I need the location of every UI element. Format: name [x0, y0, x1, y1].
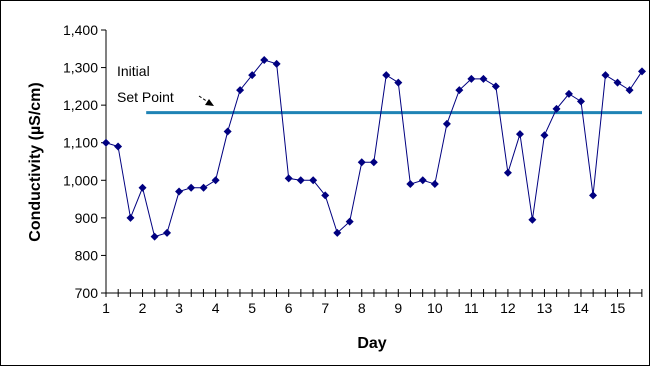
- x-tick-label: 6: [285, 300, 293, 316]
- set-point-label: Initial: [117, 63, 150, 79]
- data-point: [102, 138, 110, 147]
- data-point: [503, 168, 512, 177]
- x-tick-label: 8: [358, 300, 366, 316]
- set-point-label: Set Point: [117, 89, 174, 105]
- data-point: [284, 174, 293, 183]
- x-tick-label: 4: [212, 300, 220, 316]
- data-point: [309, 176, 318, 185]
- data-point: [223, 127, 232, 136]
- data-point: [613, 78, 622, 87]
- data-point: [455, 86, 464, 95]
- data-point: [114, 142, 123, 151]
- x-tick-label: 3: [175, 300, 183, 316]
- data-point: [211, 176, 220, 185]
- x-axis-title: Day: [357, 335, 386, 352]
- x-tick-label: 1: [102, 300, 110, 316]
- data-point: [199, 183, 208, 192]
- data-point: [418, 176, 427, 185]
- data-point: [479, 74, 488, 83]
- x-tick-label: 7: [321, 300, 329, 316]
- data-point: [260, 56, 269, 65]
- data-point: [430, 180, 439, 189]
- data-point: [345, 217, 354, 226]
- data-point: [163, 228, 172, 237]
- x-tick-label: 12: [500, 300, 516, 316]
- set-point-arrowhead: [205, 99, 214, 106]
- data-point: [272, 59, 281, 68]
- data-point: [442, 119, 451, 128]
- data-point: [138, 183, 147, 192]
- x-tick-label: 10: [427, 300, 443, 316]
- data-point: [236, 86, 245, 95]
- data-point: [175, 187, 184, 196]
- data-point: [540, 131, 549, 140]
- data-point: [638, 67, 646, 76]
- data-point: [369, 158, 378, 167]
- x-tick-label: 9: [394, 300, 402, 316]
- data-point: [321, 191, 330, 200]
- data-point: [248, 71, 257, 80]
- x-tick-label: 14: [573, 300, 589, 316]
- data-point: [625, 86, 634, 95]
- data-point: [406, 180, 415, 189]
- y-tick-label: 1,300: [63, 60, 98, 76]
- data-point: [187, 183, 196, 192]
- y-axis-title: Conductivity (µS/cm): [27, 82, 44, 241]
- x-tick-label: 13: [537, 300, 553, 316]
- data-point: [333, 228, 342, 237]
- y-tick-label: 1,000: [63, 172, 98, 188]
- data-point: [576, 97, 585, 106]
- y-tick-label: 1,100: [63, 135, 98, 151]
- data-point: [491, 82, 500, 91]
- data-point: [564, 89, 573, 98]
- data-point: [126, 213, 135, 222]
- y-tick-label: 1,400: [63, 22, 98, 38]
- x-tick-label: 5: [248, 300, 256, 316]
- data-point: [601, 71, 610, 80]
- data-point: [552, 104, 561, 113]
- x-tick-label: 15: [610, 300, 626, 316]
- y-tick-label: 1,200: [63, 97, 98, 113]
- x-tick-label: 11: [464, 300, 479, 316]
- y-tick-label: 900: [75, 210, 99, 226]
- data-point: [357, 158, 366, 167]
- data-point: [467, 74, 476, 83]
- x-tick-label: 2: [139, 300, 147, 316]
- data-point: [382, 71, 391, 80]
- y-tick-label: 800: [75, 247, 99, 263]
- data-point: [528, 215, 537, 224]
- y-tick-label: 700: [75, 285, 99, 301]
- data-point: [394, 78, 403, 87]
- data-point: [296, 176, 305, 185]
- data-point: [515, 130, 524, 139]
- data-point: [589, 191, 598, 200]
- data-point: [150, 232, 159, 241]
